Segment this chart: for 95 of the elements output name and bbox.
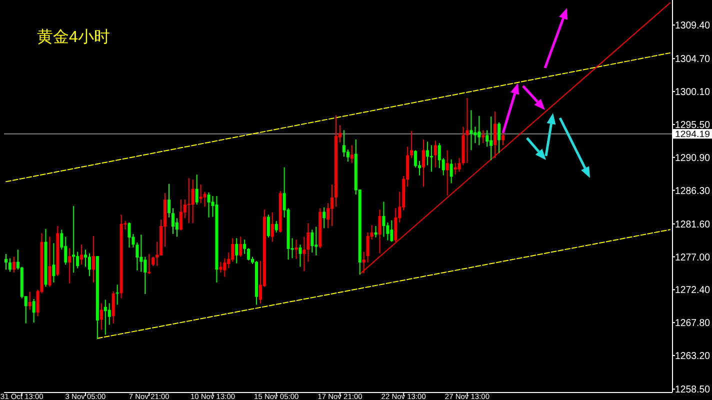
y-tick-label: 1290.90 — [675, 152, 712, 164]
candlestick — [52, 242, 56, 284]
candlestick — [28, 291, 32, 310]
candlestick — [116, 284, 119, 306]
candlestick — [266, 214, 270, 238]
candlestick — [223, 258, 226, 278]
candlestick — [72, 206, 76, 274]
candlestick — [274, 220, 278, 233]
candlestick — [350, 144, 354, 164]
candlestick — [302, 236, 306, 272]
candlestick — [454, 162, 457, 176]
candlestick — [374, 226, 378, 238]
y-tick-label: 1300.10 — [675, 87, 712, 98]
candlestick — [490, 116, 493, 161]
candlestick — [314, 226, 318, 256]
candlestick — [466, 98, 469, 164]
y-tick-label: 1304.70 — [675, 54, 712, 66]
candlestick — [148, 253, 151, 274]
candlestick — [88, 252, 91, 277]
candlestick — [239, 236, 242, 258]
candlestick — [64, 236, 68, 266]
candlestick — [4, 253, 8, 270]
y-tick-label: 1263.20 — [675, 351, 712, 362]
candlestick — [366, 232, 370, 264]
candlestick — [494, 111, 497, 159]
candlestick — [498, 122, 501, 154]
candlestick — [76, 251, 80, 269]
candlestick — [80, 244, 84, 266]
candlestick — [247, 248, 250, 261]
candlestick — [199, 184, 202, 204]
y-tick-label: 1309.40 — [675, 20, 712, 32]
candlestick — [112, 290, 115, 324]
candlestick — [470, 110, 473, 151]
candlestick — [482, 130, 485, 144]
candlestick — [152, 256, 155, 267]
candlestick — [394, 208, 398, 243]
candlestick — [294, 239, 298, 260]
candlestick — [243, 239, 246, 254]
candlestick — [8, 258, 12, 272]
y-tick-label: 1272.40 — [675, 285, 712, 296]
candlestick — [458, 158, 461, 172]
y-tick-label: 1281.60 — [675, 219, 712, 230]
candlestick — [390, 220, 394, 242]
y-tick-label: 1286.30 — [675, 186, 712, 197]
candlestick — [144, 256, 147, 294]
candlestick — [207, 192, 210, 218]
candlestick — [179, 199, 182, 231]
y-tick-label: 1258.50 — [675, 384, 712, 396]
candlestick — [203, 191, 206, 208]
candlestick — [330, 184, 334, 227]
candlestick — [68, 248, 72, 284]
candlestick — [136, 242, 139, 271]
candlestick — [104, 299, 107, 336]
candlestick — [430, 144, 433, 172]
candlestick — [486, 130, 489, 148]
candlestick — [128, 222, 131, 248]
candlestick — [48, 236, 52, 288]
y-tick-label: 1267.80 — [675, 318, 712, 330]
candlestick — [168, 183, 171, 218]
candlestick — [12, 256, 16, 274]
y-tick-label: 1295.50 — [675, 120, 712, 131]
candlestick — [171, 208, 174, 234]
candlestick — [378, 209, 382, 254]
candlestick — [84, 249, 88, 268]
candlestick — [322, 206, 326, 229]
candlestick — [502, 131, 505, 146]
candlestick — [32, 298, 36, 324]
candlestick — [342, 130, 346, 158]
y-tick-label: 1277.00 — [675, 252, 712, 264]
candlestick — [478, 115, 481, 146]
candlestick — [410, 130, 414, 159]
candlestick — [382, 201, 386, 238]
candlestick — [187, 178, 190, 224]
candlestick — [306, 222, 310, 262]
candlestick — [191, 179, 194, 224]
candlestick — [235, 238, 238, 264]
candlestick — [298, 244, 302, 268]
candlestick — [140, 234, 143, 272]
candlestick — [100, 302, 103, 330]
candlestick — [310, 229, 314, 254]
candlestick — [446, 150, 449, 196]
candlestick — [270, 212, 274, 242]
candlestick — [231, 238, 234, 262]
candlestick — [92, 236, 95, 284]
candlestick — [346, 149, 350, 162]
ref-line-label: 1294.19 — [675, 128, 710, 139]
candlestick — [438, 142, 441, 169]
text: 黄金4小时 — [37, 28, 110, 46]
candlestick — [426, 141, 429, 166]
candlestick — [414, 150, 418, 168]
candlestick — [450, 159, 453, 184]
candlestick — [195, 174, 198, 206]
candlestick — [108, 302, 111, 326]
candlestick — [422, 138, 425, 188]
candlestick — [434, 140, 437, 168]
